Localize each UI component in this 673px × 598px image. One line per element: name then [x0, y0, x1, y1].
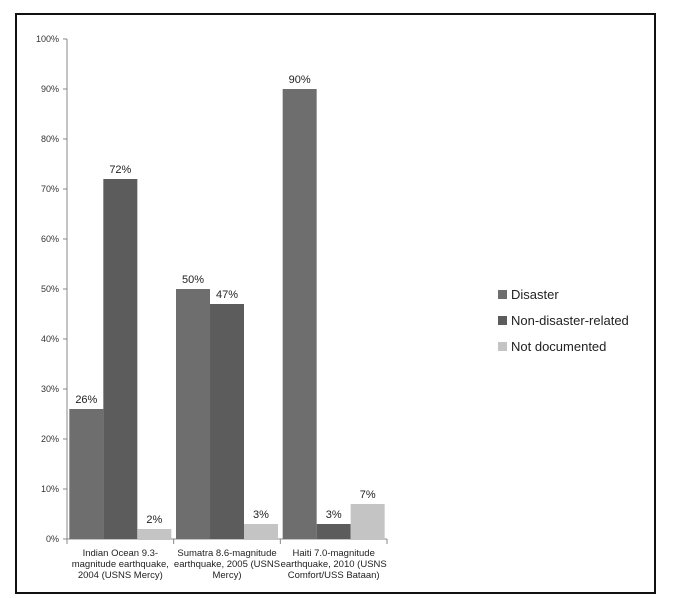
x-category-label: 2004 (USNS Mercy) [78, 570, 163, 581]
bar [350, 504, 385, 539]
data-label: 26% [75, 394, 97, 406]
data-label: 2% [146, 514, 162, 526]
y-tick-label: 70% [41, 184, 59, 194]
legend-swatch [498, 316, 507, 325]
axes: 0% 10% 20% 30% 40% 50% 60% 70% 80% 90% 100% Indian … [36, 34, 388, 581]
legend-entry: Non-disaster-related [511, 313, 629, 328]
y-tick-label: 80% [41, 134, 59, 144]
y-tick-label: 10% [41, 484, 59, 494]
data-label: 7% [360, 489, 376, 501]
legend-swatch [498, 342, 507, 351]
y-tick-label: 50% [41, 284, 59, 294]
x-category-label: Mercy) [212, 570, 241, 581]
bar [244, 524, 278, 539]
bars [69, 89, 385, 539]
bar [69, 409, 104, 539]
chart-frame: 0% 10% 20% 30% 40% 50% 60% 70% 80% 90% 100% Indian … [15, 13, 656, 594]
y-tick-label: 100% [36, 34, 59, 44]
legend-entry: Not documented [511, 339, 606, 354]
y-tick-label: 0% [46, 534, 59, 544]
x-category-label: Comfort/USS Bataan) [288, 570, 380, 581]
bar [137, 529, 172, 539]
y-tick-label: 40% [41, 334, 59, 344]
x-category-label: earthquake, 2010 (USNS [281, 559, 387, 570]
x-category-label: Indian Ocean 9.3- [83, 548, 159, 559]
bar-chart: 0% 10% 20% 30% 40% 50% 60% 70% 80% 90% 100% Indian … [36, 34, 629, 581]
y-tick-label: 20% [41, 434, 59, 444]
x-category-label: Haiti 7.0-magnitude [292, 548, 374, 559]
bar [316, 524, 351, 539]
data-label: 47% [216, 289, 238, 301]
data-label: 3% [326, 509, 342, 521]
legend: Disaster Non-disaster-related Not document… [498, 287, 629, 354]
y-tick-label: 60% [41, 234, 59, 244]
x-category-label: earthquake, 2005 (USNS [174, 559, 280, 570]
data-label: 90% [289, 74, 311, 86]
data-label: 50% [182, 274, 204, 286]
x-category-label: magnitude earthquake, [72, 559, 169, 570]
bar [103, 179, 138, 539]
legend-swatch [498, 290, 507, 299]
y-tick-label: 30% [41, 384, 59, 394]
bar [176, 289, 210, 539]
data-label: 3% [253, 509, 269, 521]
x-category-label: Sumatra 8.6-magnitude [177, 548, 276, 559]
bar [282, 89, 317, 539]
data-label: 72% [109, 164, 131, 176]
bar [210, 304, 244, 539]
data-labels: 26% 72% 2% 50% 47% 3% 90% 3% 7% [75, 74, 376, 526]
y-tick-label: 90% [41, 84, 59, 94]
legend-entry: Disaster [511, 287, 559, 302]
